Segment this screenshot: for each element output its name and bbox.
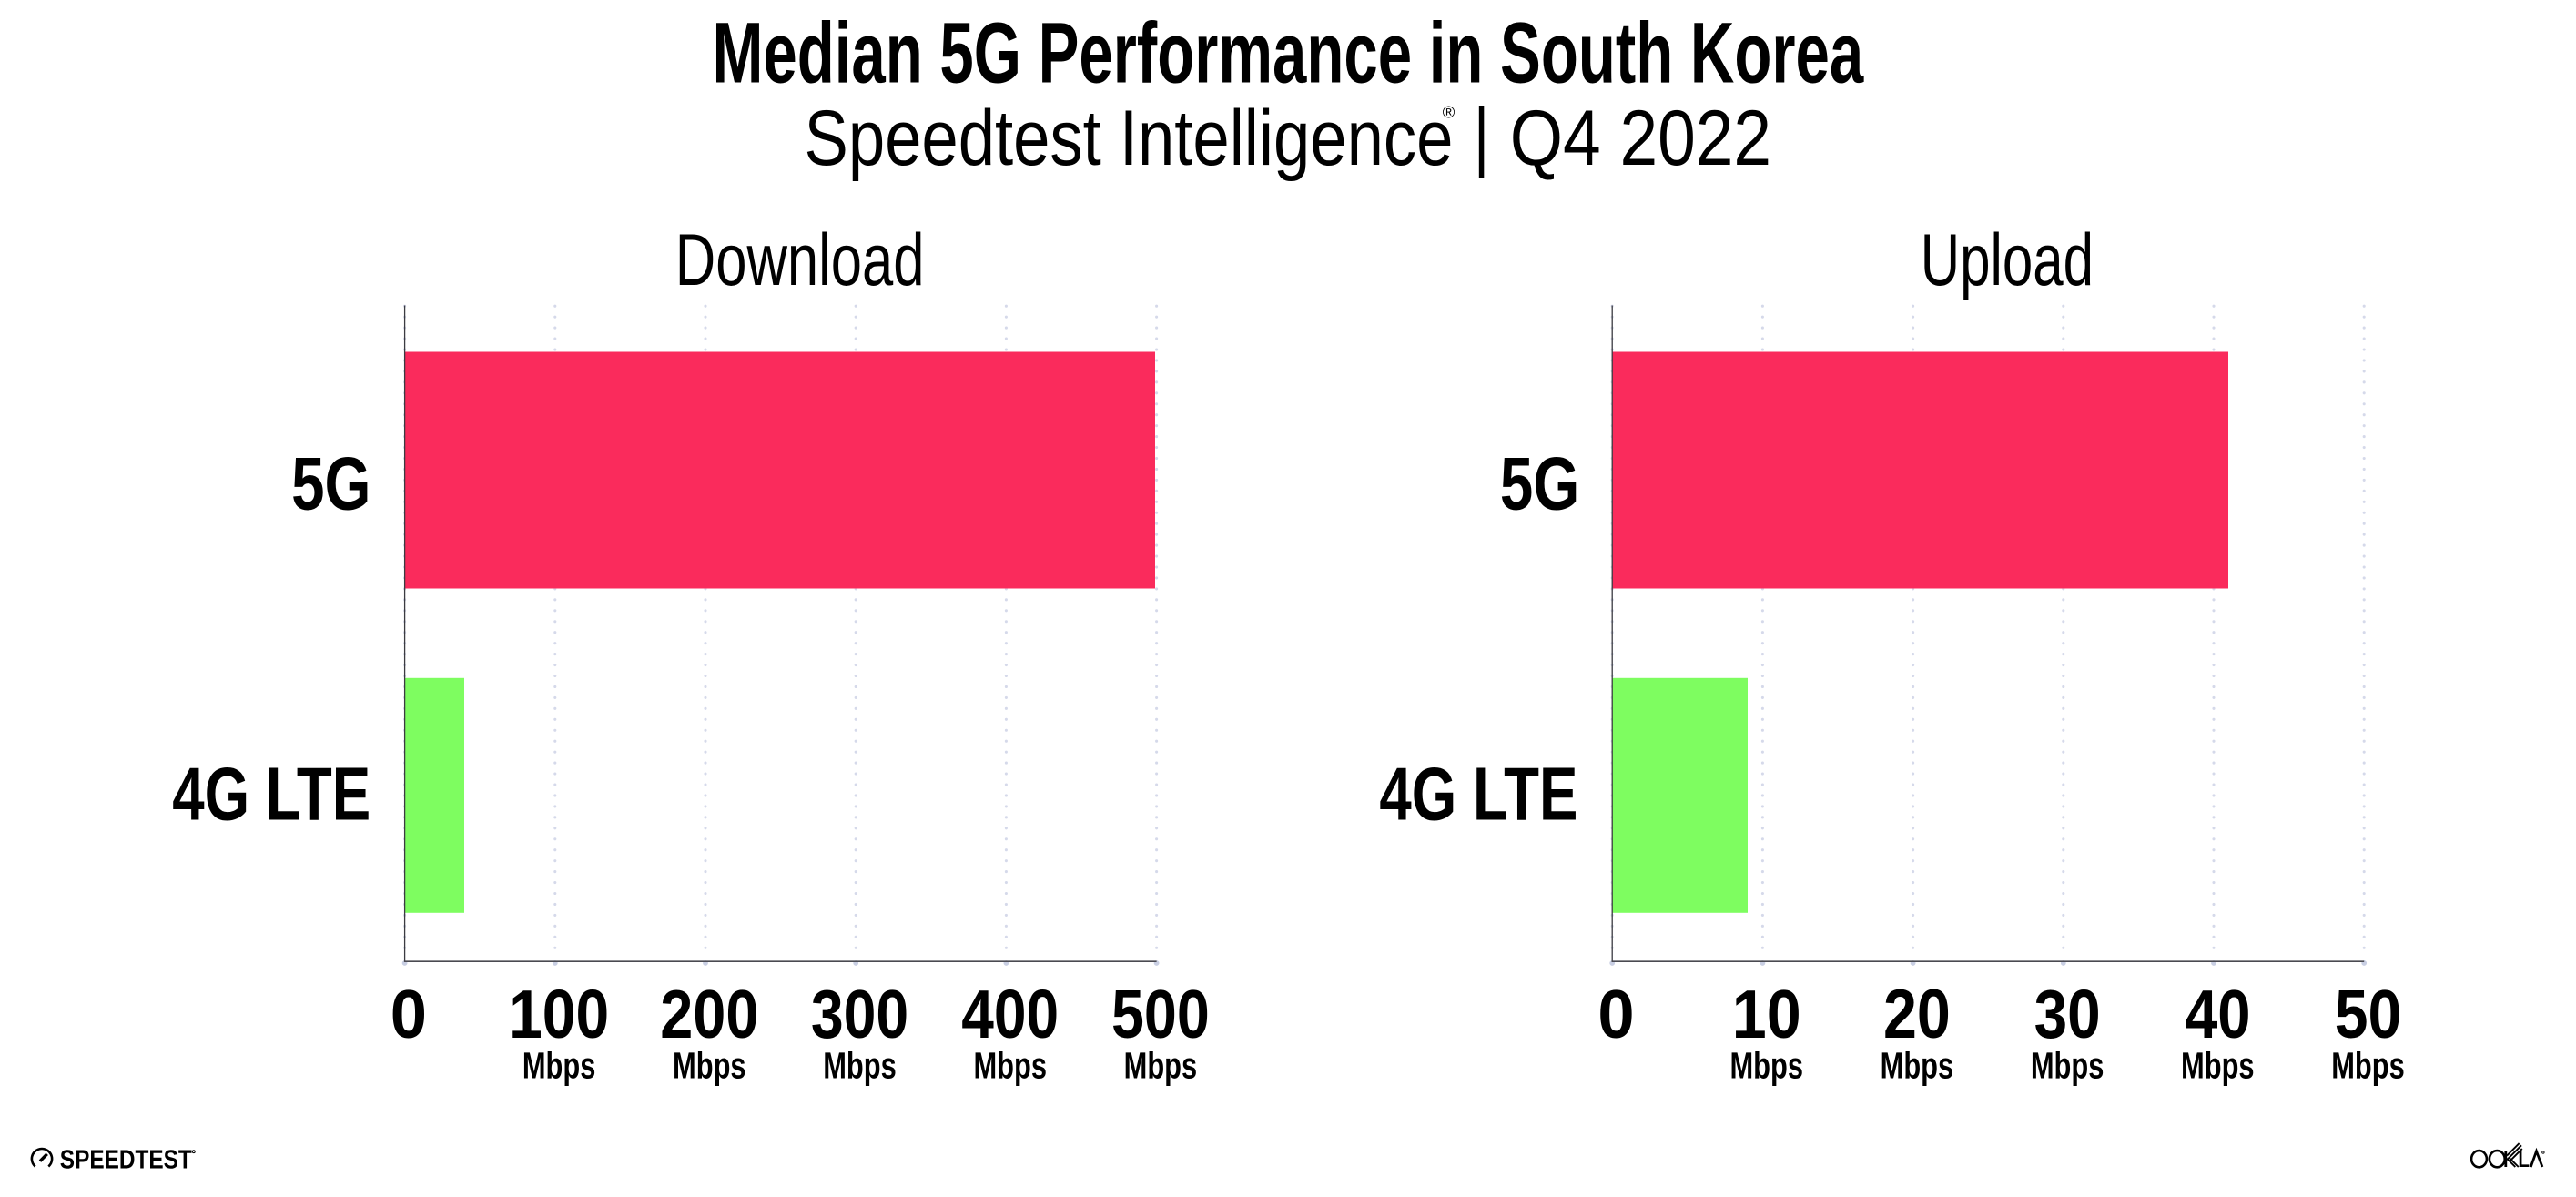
svg-text:Mbps: Mbps bbox=[522, 1044, 596, 1086]
svg-text:®: ® bbox=[1443, 102, 1455, 121]
svg-text:20: 20 bbox=[1883, 977, 1951, 1053]
svg-text:Q4 2022: Q4 2022 bbox=[1510, 95, 1771, 182]
svg-text:4G LTE: 4G LTE bbox=[172, 752, 370, 837]
svg-text:4G LTE: 4G LTE bbox=[1379, 752, 1577, 837]
svg-text:Mbps: Mbps bbox=[2031, 1044, 2104, 1086]
svg-text:5G: 5G bbox=[1500, 441, 1579, 525]
svg-text:50: 50 bbox=[2335, 977, 2402, 1053]
svg-text:Mbps: Mbps bbox=[2181, 1044, 2255, 1086]
svg-text:|: | bbox=[1474, 92, 1490, 178]
svg-text:Median 5G Performance in South: Median 5G Performance in South Korea bbox=[712, 5, 1864, 101]
svg-text:Download: Download bbox=[675, 219, 925, 301]
svg-text:0: 0 bbox=[1597, 976, 1634, 1053]
svg-text:Mbps: Mbps bbox=[2331, 1044, 2405, 1086]
svg-text:100: 100 bbox=[509, 977, 609, 1053]
svg-text:5G: 5G bbox=[291, 441, 370, 525]
svg-text:400: 400 bbox=[961, 976, 1059, 1052]
svg-text:200: 200 bbox=[660, 975, 758, 1052]
svg-text:Upload: Upload bbox=[1921, 220, 2094, 302]
svg-text:40: 40 bbox=[2185, 975, 2250, 1052]
svg-text:Speedtest Intelligence: Speedtest Intelligence bbox=[805, 94, 1454, 181]
svg-text:10: 10 bbox=[1732, 977, 1801, 1053]
svg-text:0: 0 bbox=[390, 976, 427, 1053]
svg-text:500: 500 bbox=[1111, 975, 1210, 1052]
svg-text:Mbps: Mbps bbox=[1124, 1044, 1198, 1086]
svg-text:30: 30 bbox=[2034, 976, 2101, 1052]
svg-text:Mbps: Mbps bbox=[973, 1044, 1047, 1086]
svg-text:300: 300 bbox=[811, 975, 908, 1052]
svg-text:Mbps: Mbps bbox=[823, 1044, 897, 1086]
svg-text:Mbps: Mbps bbox=[1729, 1044, 1803, 1086]
svg-text:Mbps: Mbps bbox=[673, 1044, 746, 1086]
svg-text:Mbps: Mbps bbox=[1881, 1044, 1954, 1086]
svg-text:SPEEDTEST: SPEEDTEST bbox=[60, 1144, 193, 1173]
